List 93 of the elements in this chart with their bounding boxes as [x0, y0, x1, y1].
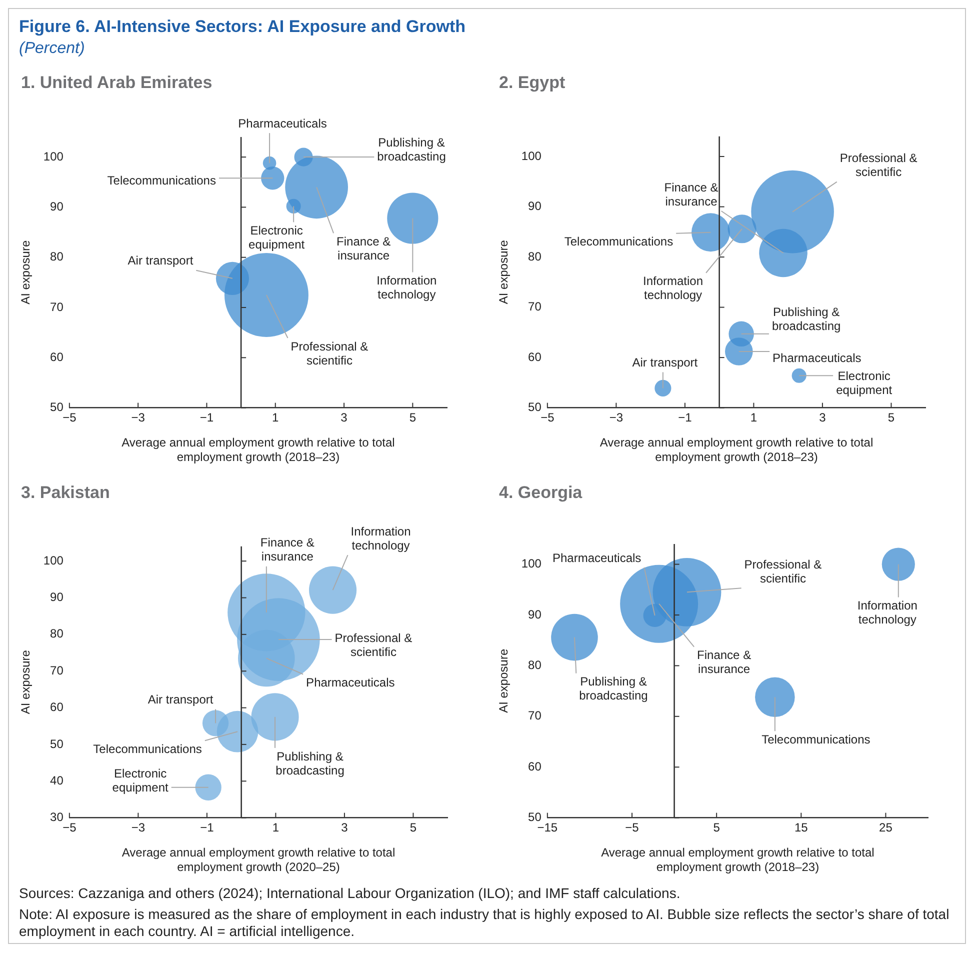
text: Electronic equipment [112, 766, 169, 795]
series-label: Publishing & broadcasting [772, 305, 841, 334]
x-tick-label: −3 [131, 410, 146, 424]
y-axis-title: AI exposure [18, 650, 33, 714]
x-tick-label: −3 [609, 410, 624, 424]
x-axis-title: Average annual employment growth relative to total employment growth (2018–23) [600, 436, 874, 464]
text: Note: AI exposure is measured as the share of employment in each industry that is highly exposed to AI. Bubble size reflects the sector’s share of total employment in each country. AI = artificial intelligence. [19, 906, 950, 940]
y-tick-label: 100 [521, 556, 542, 571]
x-tick-label: 15 [794, 820, 808, 834]
y-tick-label: 100 [43, 553, 64, 568]
series-label: Telecommunications [93, 742, 202, 756]
x-axis-title: Average annual employment growth relative to total employment growth (2020–25) [122, 846, 396, 874]
caption: Figure 6. AI-Intensive Sectors: AI Exposure and Growth [19, 17, 466, 37]
x-tick-label: 3 [819, 410, 826, 424]
series-label: Professional & scientific [334, 630, 412, 659]
series-label: Telecommunications [564, 234, 674, 249]
text: Air transport [128, 254, 194, 268]
series-label: Finance & insurance [697, 648, 752, 676]
y-tick-label: 70 [528, 708, 542, 723]
y-tick-label: 90 [528, 199, 542, 214]
text: Pharmaceuticals [238, 116, 327, 130]
text: Pharmaceuticals [552, 550, 642, 565]
series-label: Professional & scientific [744, 557, 822, 586]
x-tick-label: 5 [888, 410, 895, 424]
series-label: Air transport [632, 356, 698, 370]
x-tick-label: 5 [410, 820, 417, 834]
x-tick-label: −5 [540, 410, 555, 424]
y-tick-label: 40 [50, 773, 64, 788]
y-tick-label: 100 [521, 148, 542, 163]
x-axis-title: Average annual employment growth relative to total employment growth (2018–23) [601, 846, 874, 874]
y-tick-label: 80 [50, 250, 64, 264]
x-tick-label: 1 [750, 410, 758, 424]
x-tick-label: 5 [409, 410, 416, 424]
y-axis-title: AI exposure [496, 648, 511, 713]
x-tick-label: 5 [713, 820, 720, 834]
series-label: Pharmaceuticals [306, 676, 395, 690]
y-tick-label: 60 [528, 759, 542, 774]
text: Information technology [376, 274, 437, 302]
x-tick-label: −1 [678, 410, 692, 424]
chart-title: 3. Pakistan [21, 482, 111, 504]
x-tick-label: −5 [625, 820, 640, 834]
y-tick-label: 30 [50, 810, 64, 824]
y-tick-label: 90 [528, 607, 542, 622]
series-label: Professional & scientific [840, 151, 918, 180]
text: Finance & insurance [664, 180, 718, 208]
y-tick-label: 60 [528, 350, 542, 364]
source-note: Sources: Cazzaniga and others (2024); International Labour Organization (ILO); and IMF staff calculations. [19, 885, 682, 902]
text: Publishing & broadcasting [377, 135, 446, 164]
series-label: Professional & scientific [290, 339, 368, 368]
x-axis-title: Average annual employment growth relative to total employment growth (2018–23) [122, 436, 395, 464]
series-label: Air transport [148, 692, 214, 706]
text: Telecommunications [107, 173, 216, 188]
chart-title: 2. Egypt [499, 72, 566, 94]
series-label: Publishing & broadcasting [579, 674, 648, 703]
x-tick-label: −1 [200, 820, 214, 834]
y-tick-label: 60 [50, 350, 64, 364]
series-label: Finance & insurance [336, 234, 391, 262]
y-axis-title: AI exposure [18, 240, 33, 304]
y-tick-label: 50 [50, 736, 64, 751]
chart-title: 4. Georgia [499, 482, 584, 504]
series-label: Information technology [857, 598, 918, 627]
y-tick-label: 50 [528, 400, 542, 414]
x-tick-label: 3 [340, 410, 348, 424]
text: (Percent) [19, 40, 86, 58]
y-tick-label: 70 [50, 300, 64, 314]
x-tick-label: −5 [62, 410, 77, 424]
series-label: Information technology [350, 524, 411, 552]
y-tick-label: 70 [528, 300, 542, 314]
x-tick-label: −1 [200, 410, 214, 424]
series-label: Pharmaceuticals [772, 350, 862, 365]
series-label: Finance & insurance [260, 536, 314, 564]
text: Information technology [642, 274, 704, 302]
y-tick-label: 80 [50, 626, 64, 641]
y-tick-label: 90 [50, 200, 64, 214]
series-label: Electronic equipment [248, 224, 306, 252]
y-tick-label: 100 [43, 149, 64, 164]
y-tick-label: 80 [528, 249, 542, 264]
y-tick-label: 80 [528, 658, 542, 672]
y-tick-label: 70 [50, 663, 64, 678]
x-tick-label: 1 [272, 820, 280, 834]
series-label: Telecommunications [762, 732, 870, 746]
y-tick-label: 50 [50, 400, 64, 414]
text: Electronic equipment [836, 368, 893, 397]
y-tick-label: 90 [50, 590, 64, 604]
series-label: Publishing & broadcasting [276, 749, 344, 778]
x-tick-label: 3 [341, 820, 348, 834]
y-axis-title: AI exposure [496, 240, 511, 304]
chart-title: 1. United Arab Emirates [21, 72, 214, 94]
x-tick-label: 1 [272, 410, 280, 424]
x-tick-label: −5 [62, 820, 77, 834]
y-tick-label: 60 [50, 700, 64, 714]
x-tick-label: −3 [131, 820, 146, 834]
x-tick-label: 25 [879, 820, 893, 834]
